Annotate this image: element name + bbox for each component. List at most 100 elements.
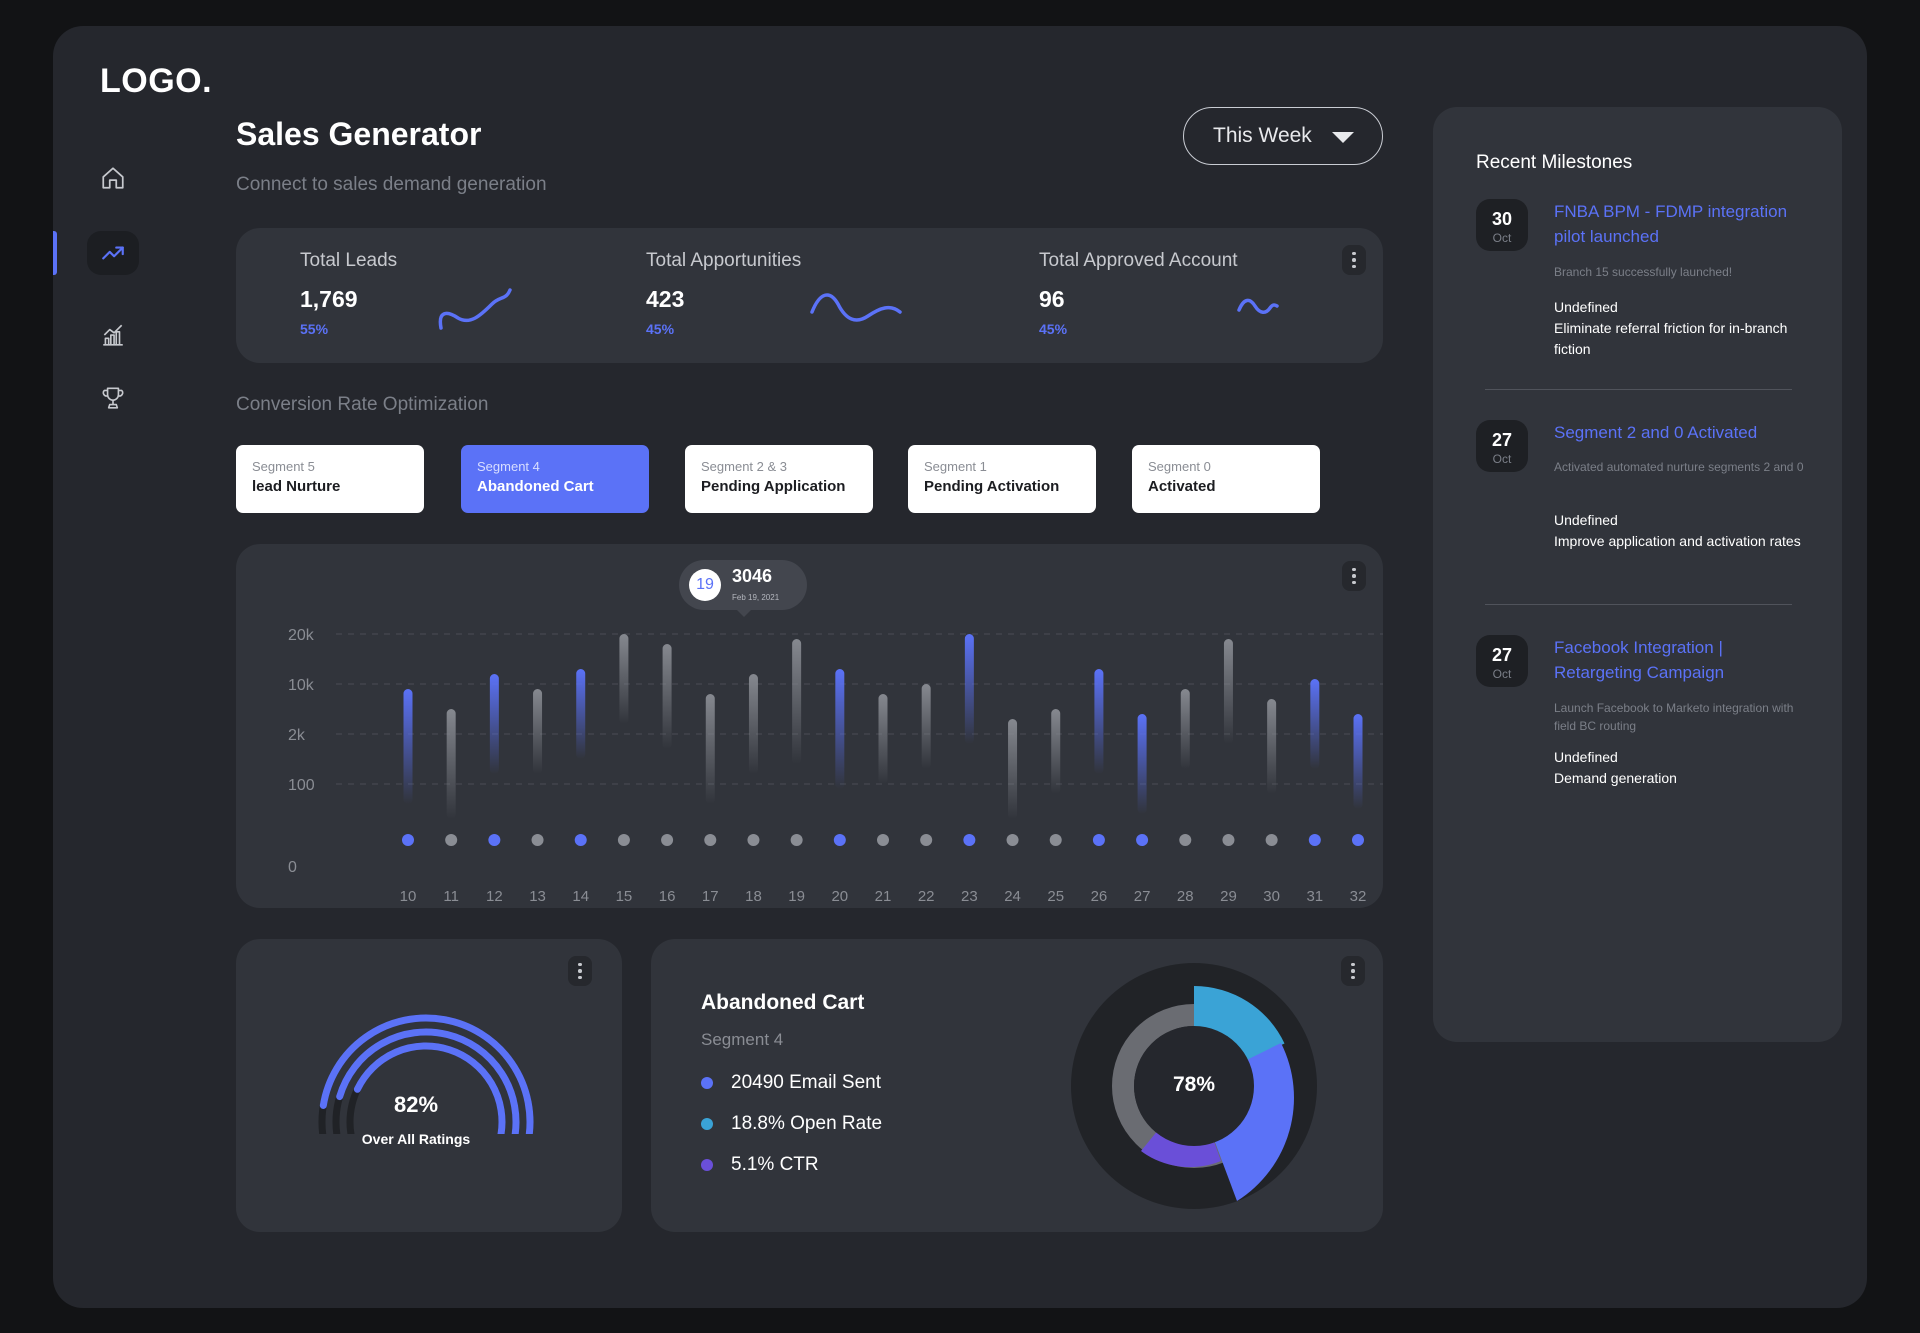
legend-dot	[701, 1077, 713, 1089]
leads-sparkline	[438, 288, 512, 330]
dot	[1352, 264, 1356, 269]
milestone-description: Activated automated nurture segments 2 a…	[1554, 460, 1804, 474]
dot	[1352, 258, 1356, 262]
x-tick-label: 15	[616, 888, 633, 905]
milestone-heading[interactable]: FNBA BPM - FDMP integration pilot launch…	[1554, 202, 1788, 246]
segment-1-tab[interactable]: Segment 1 Pending Activation	[908, 445, 1096, 513]
stats-more-button[interactable]	[1342, 245, 1366, 275]
segment-label: Segment 4	[477, 459, 540, 474]
chart-bar	[964, 634, 974, 744]
nav-item-analytics[interactable]	[87, 313, 139, 357]
abandoned-more-button[interactable]	[1341, 956, 1365, 986]
legend-open-rate: 18.8% Open Rate	[701, 1113, 882, 1135]
milestone-undefined-text: Demand generation	[1554, 770, 1677, 786]
chart-bar	[878, 694, 888, 784]
segment-4-tab[interactable]: Segment 4 Abandoned Cart	[461, 445, 649, 513]
chart-point	[531, 834, 544, 846]
milestone-description: Launch Facebook to Marketo integration w…	[1554, 701, 1794, 733]
x-tick-label: 30	[1263, 888, 1280, 905]
y-tick-label: 100	[288, 777, 315, 794]
x-tick-label: 17	[702, 888, 719, 905]
chart-bar	[1051, 709, 1061, 794]
milestone-undefined-title: Undefined	[1554, 299, 1618, 315]
chart-point	[574, 834, 587, 846]
legend-text: 20490 Email Sent	[731, 1072, 881, 1093]
gauge-track	[346, 1042, 506, 1134]
nav-item-sales[interactable]	[87, 231, 139, 275]
milestone-heading[interactable]: Facebook Integration | Retargeting Campa…	[1554, 638, 1725, 682]
segment-name: Pending Activation	[924, 478, 1060, 495]
x-tick-label: 26	[1091, 888, 1108, 905]
opportunities-sparkline	[810, 293, 902, 322]
segment-name: Pending Application	[701, 478, 846, 495]
tooltip-day: 19	[689, 569, 721, 601]
app-window: LOGO. Sales Generator Connect to sales d…	[53, 26, 1867, 1308]
dot	[578, 975, 582, 980]
x-tick-label: 12	[486, 888, 503, 905]
section-title-cro: Conversion Rate Optimization	[236, 394, 489, 415]
chart-point	[1222, 834, 1235, 846]
home-icon	[102, 167, 124, 189]
rating-more-button[interactable]	[568, 956, 592, 986]
x-tick-label: 16	[659, 888, 676, 905]
chart-point	[1308, 834, 1321, 846]
x-tick-label: 18	[745, 888, 762, 905]
donut-hole	[1134, 1026, 1254, 1146]
stat-percent: 45%	[1039, 321, 1068, 337]
tooltip-pointer	[737, 610, 751, 617]
chart-point	[488, 834, 501, 846]
abandoned-donut	[1071, 963, 1317, 1209]
analytics-icon	[103, 324, 123, 346]
rating-label: Over All Ratings	[361, 1131, 471, 1147]
chart-point	[617, 834, 630, 846]
abandoned-cart-title: Abandoned Cart	[701, 991, 865, 1014]
segment-2-3-tab[interactable]: Segment 2 & 3 Pending Application	[685, 445, 873, 513]
nav-item-achievements[interactable]	[87, 376, 139, 420]
chart-tooltip: 19 3046 Feb 19, 2021	[679, 560, 807, 617]
tooltip-value: 3046	[732, 566, 773, 586]
tooltip-date: Feb 19, 2021	[732, 593, 780, 602]
x-tick-label: 29	[1220, 888, 1237, 905]
x-tick-label: 24	[1004, 888, 1021, 905]
milestone-undefined-title: Undefined	[1554, 512, 1618, 528]
milestone-month: Oct	[1492, 667, 1512, 681]
dot	[578, 969, 582, 973]
stat-label: Total Leads	[300, 250, 398, 271]
milestone-day: 27	[1491, 645, 1513, 665]
legend-ctr: 5.1% CTR	[701, 1154, 819, 1176]
chart-bar	[576, 669, 586, 759]
x-tick-label: 10	[400, 888, 417, 905]
bar-chart: 10 11 12 13 14 15 16 17 18 19 20 21 22 23 24 25 26 27 28 29…	[288, 627, 1383, 905]
milestone-heading[interactable]: Segment 2 and 0 Activated	[1554, 423, 1758, 442]
chart-bar	[1267, 699, 1277, 794]
chart-point	[963, 834, 976, 846]
x-tick-label: 13	[529, 888, 546, 905]
milestone-undefined-text: Improve application and activation rates	[1554, 533, 1801, 549]
period-dropdown[interactable]: This Week	[1183, 107, 1383, 165]
chart-point	[1265, 834, 1278, 846]
milestone-day: 27	[1491, 430, 1513, 450]
stat-value: 1,769	[300, 286, 358, 312]
dot	[1352, 567, 1356, 572]
caret-down-icon	[1332, 132, 1354, 143]
segment-0-tab[interactable]: Segment 0 Activated	[1132, 445, 1320, 513]
y-tick-label: 2k	[288, 727, 306, 744]
chart-point	[790, 834, 803, 846]
dot	[1351, 975, 1355, 980]
chart-bar	[1310, 679, 1320, 769]
chart-point	[661, 834, 674, 846]
milestone-date: 27 Oct	[1476, 420, 1528, 472]
segment-name: lead Nurture	[252, 478, 341, 495]
x-tick-label: 21	[875, 888, 892, 905]
chart-point	[402, 834, 414, 846]
legend-text: 18.8% Open Rate	[731, 1113, 883, 1134]
chart-bar	[835, 669, 845, 789]
dot	[1351, 969, 1355, 973]
segment-5-tab[interactable]: Segment 5 lead Nurture	[236, 445, 424, 513]
chart-point	[1006, 834, 1019, 846]
x-tick-label: 25	[1047, 888, 1064, 905]
nav-item-home[interactable]	[87, 156, 139, 200]
chart-bar	[748, 674, 758, 774]
chart-more-button[interactable]	[1342, 561, 1366, 591]
abandoned-cart-card: Abandoned Cart Segment 4 20490 Email Sen…	[651, 939, 1383, 1232]
